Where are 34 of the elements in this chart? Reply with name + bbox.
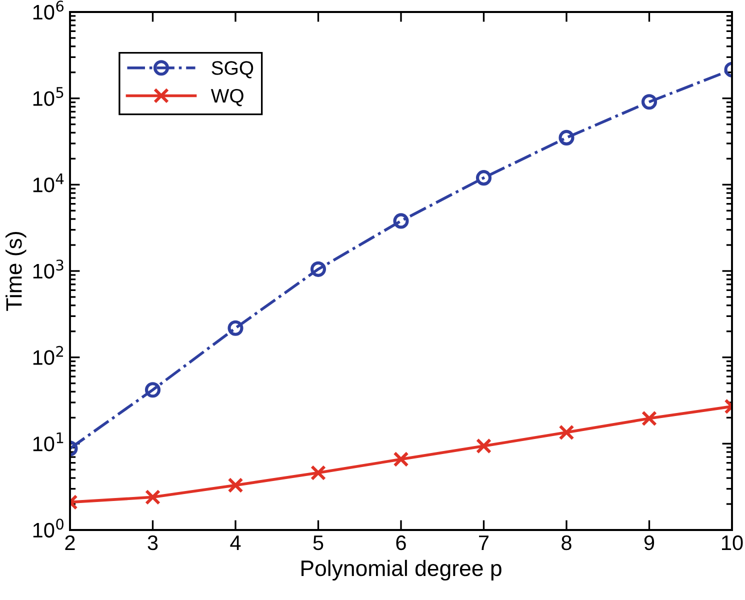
y-tick-label: 10$^{6}$	[33, 0, 64, 20]
point	[144, 489, 161, 505]
point	[558, 424, 574, 440]
x-tick-label: 8	[562, 535, 572, 550]
x-tick-label: 6	[396, 535, 406, 550]
point	[393, 451, 409, 468]
point	[641, 410, 658, 426]
point	[310, 465, 326, 481]
point	[228, 477, 244, 494]
point	[641, 94, 658, 110]
point	[558, 130, 574, 146]
point	[393, 213, 409, 229]
y-tick-label: 10$^{1}$	[33, 432, 64, 452]
y-tick-label: 10$^{5}$	[33, 87, 64, 106]
point	[476, 170, 492, 186]
x-tick-label: 2	[65, 535, 75, 550]
y-tick-label: 10$^{2}$	[33, 346, 63, 365]
x-tick-label: 7	[479, 536, 488, 550]
x-tick-label: 4	[230, 536, 241, 550]
legend-label: WQ	[210, 88, 244, 106]
x-tick-label: 5	[313, 536, 324, 550]
y-axis-title: Time (s)	[6, 232, 26, 311]
point	[310, 261, 326, 277]
point	[144, 382, 161, 398]
x-tick-label: 10	[722, 535, 743, 550]
y-tick-label: 10$^{4}$	[33, 173, 64, 192]
x-tick-label: 3	[148, 535, 158, 550]
legend-label: SGQ	[212, 61, 254, 78]
y-tick-label: 10$^{3}$	[33, 260, 64, 279]
point	[228, 320, 244, 336]
x-tick-label: 9	[644, 535, 654, 550]
point	[476, 438, 492, 454]
x-axis-title: Polynomial degree p	[302, 560, 502, 581]
y-tick-label: 10$^{0}$	[33, 518, 64, 538]
